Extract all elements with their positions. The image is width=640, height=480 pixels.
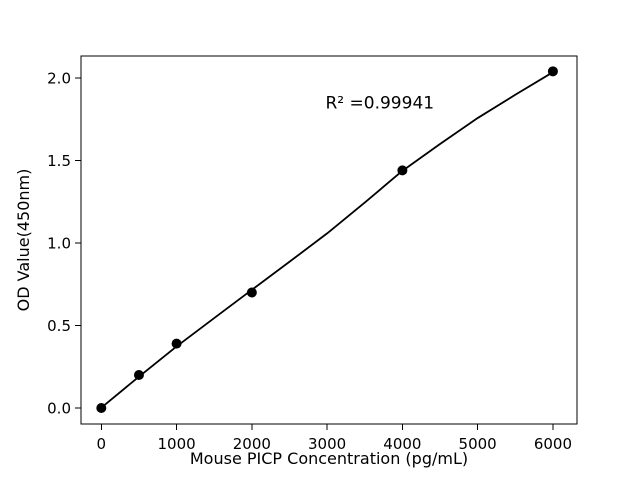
data-point-marker	[397, 165, 408, 176]
fit-line	[100, 71, 554, 409]
x-tick-label: 0	[97, 435, 107, 453]
y-tick-label: 1.0	[47, 234, 71, 252]
x-tick-label: 1000	[157, 435, 195, 453]
y-axis-label: OD Value(450nm)	[14, 169, 33, 312]
x-axis-label: Mouse PICP Concentration (pg/mL)	[190, 449, 468, 468]
data-points	[96, 66, 558, 413]
data-point-marker	[547, 66, 558, 77]
data-point-marker	[246, 287, 257, 298]
x-tick-label: 2000	[233, 435, 271, 453]
data-point-marker	[171, 338, 182, 349]
data-point-marker	[133, 369, 144, 380]
y-tick-label: 1.5	[47, 152, 71, 170]
y-tick-label: 2.0	[47, 69, 71, 87]
y-tick-label: 0.0	[47, 399, 71, 417]
r-squared-annotation: R² =0.99941	[326, 94, 435, 114]
x-tick-label: 4000	[383, 435, 421, 453]
fit-line-path	[100, 71, 554, 409]
y-axis-ticks: 0.0 0.5 1.0 1.5 2.0	[47, 69, 81, 417]
x-tick-label: 5000	[459, 435, 497, 453]
y-tick-label: 0.5	[47, 317, 71, 335]
x-axis-ticks: 0 1000 2000 3000 4000 5000 6000	[97, 424, 572, 453]
data-point-marker	[96, 402, 107, 413]
x-tick-label: 6000	[534, 435, 572, 453]
plot-frame	[80, 55, 578, 425]
x-tick-label: 3000	[308, 435, 346, 453]
